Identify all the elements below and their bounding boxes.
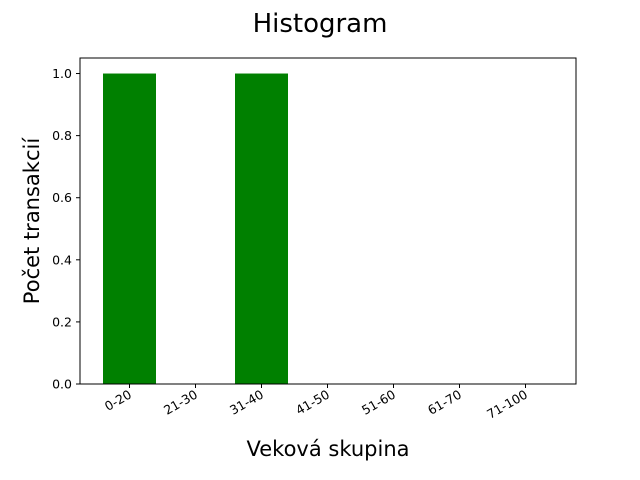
- y-tick-label: 0.8: [52, 128, 72, 143]
- x-tick-label: 21-30: [161, 387, 200, 418]
- y-axis-label: Počet transakcií: [20, 137, 44, 305]
- x-axis-label: Veková skupina: [247, 437, 410, 461]
- x-tick-label: 0-20: [102, 387, 134, 414]
- x-tick-label: 31-40: [227, 387, 266, 418]
- y-tick-label: 0.0: [52, 377, 72, 392]
- bar-0-20: [103, 73, 156, 385]
- bars-layer: [103, 73, 288, 385]
- bar-31-40: [235, 73, 288, 385]
- y-tick-label: 0.6: [52, 190, 72, 205]
- x-tick-label: 41-50: [293, 387, 332, 418]
- x-tick-label: 61-70: [425, 387, 464, 418]
- chart-title: Histogram: [253, 9, 388, 39]
- x-axis-ticks: 0-20 21-30 31-40 41-50 51-60 61-70 71-100: [102, 384, 530, 422]
- y-tick-label: 1.0: [52, 66, 72, 81]
- y-tick-label: 0.2: [52, 314, 72, 329]
- y-tick-label: 0.4: [52, 252, 72, 267]
- x-tick-label: 71-100: [484, 387, 530, 422]
- x-tick-label: 51-60: [359, 387, 398, 418]
- y-axis-ticks: 0.0 0.2 0.4 0.6 0.8 1.0: [52, 66, 80, 392]
